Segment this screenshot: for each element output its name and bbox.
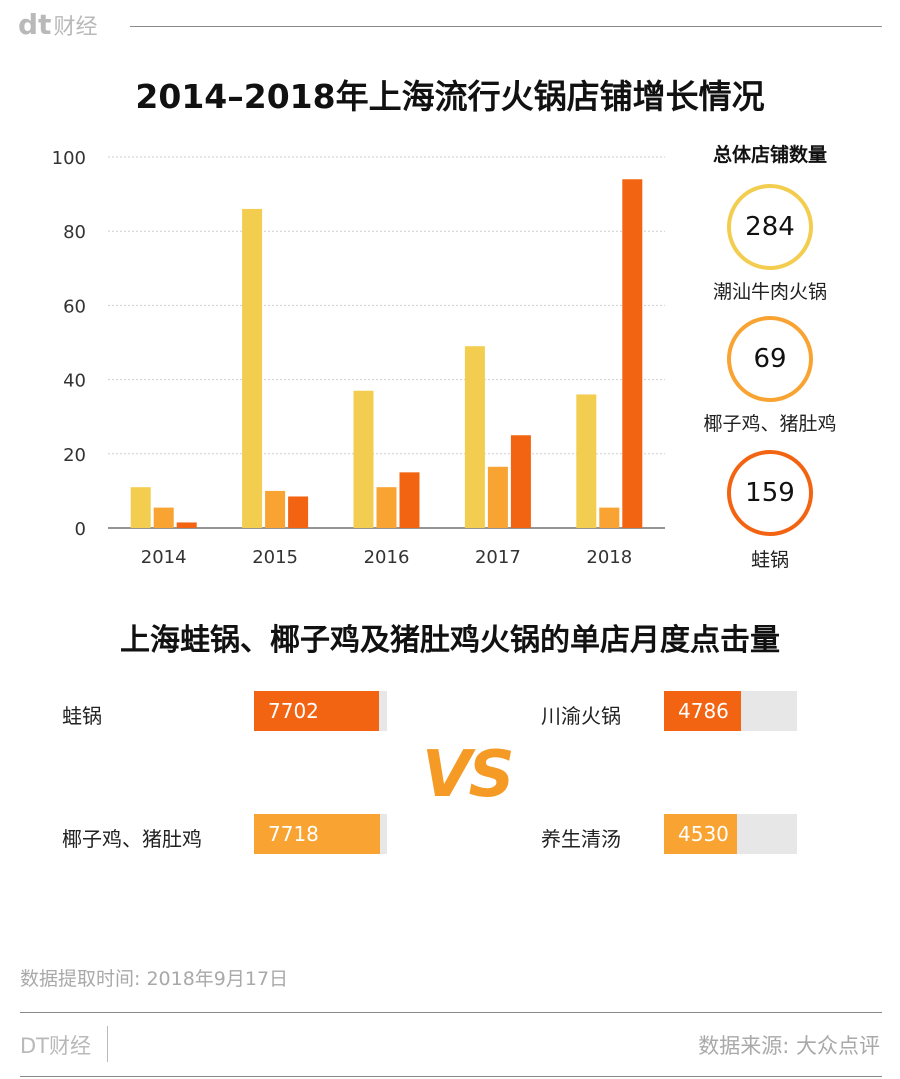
- right-value-clearsoup: 4530: [678, 822, 729, 846]
- bar-2018-series-0: [576, 394, 597, 528]
- left-track-coconut: 7718: [254, 814, 387, 854]
- y-tick-0: 0: [75, 519, 86, 540]
- left-track-frog: 7702: [254, 691, 387, 731]
- chart-title: 2014–2018年上海流行火锅店铺增长情况: [135, 77, 765, 116]
- footer-divider: [20, 1012, 882, 1013]
- x-tick-2014: 2014: [141, 547, 187, 568]
- extraction-date-note: 数据提取时间: 2018年9月17日: [20, 968, 289, 990]
- bar-2015-series-0: [242, 208, 263, 528]
- left-label-coconut: 椰子鸡、猪肚鸡: [62, 827, 202, 851]
- right-bar-sichuan: [664, 691, 742, 731]
- bar-2015-series-2: [288, 496, 309, 528]
- bar-2018-series-2: [622, 179, 643, 528]
- right-bar-clearsoup: [664, 814, 738, 854]
- logo-mark: dt: [18, 8, 52, 41]
- bar-2016-series-0: [353, 390, 374, 528]
- y-tick-40: 40: [63, 371, 86, 392]
- vs-mark: VS: [422, 738, 515, 812]
- data-source: 数据来源: 大众点评: [698, 1034, 880, 1058]
- bar-2017-series-0: [464, 346, 485, 528]
- total-circle-chaoshan: 284: [727, 184, 813, 270]
- bar-2017-series-1: [487, 466, 508, 528]
- bar-2014-series-2: [176, 522, 197, 528]
- right-track-clearsoup: 4530: [664, 814, 797, 854]
- total-circle-frog: 159: [727, 450, 813, 536]
- y-tick-100: 100: [52, 148, 86, 169]
- y-tick-80: 80: [63, 222, 86, 243]
- left-bar-frog: [254, 691, 380, 731]
- total-value-coconut: 69: [753, 344, 787, 374]
- x-tick-2018: 2018: [586, 547, 632, 568]
- bar-2017-series-2: [510, 435, 531, 528]
- bar-2015-series-1: [265, 490, 286, 528]
- total-value-chaoshan: 284: [745, 212, 795, 242]
- bar-2016-series-2: [399, 472, 420, 528]
- bar-2014-series-1: [153, 507, 174, 528]
- logo-text: 财经: [53, 15, 98, 40]
- right-track-sichuan: 4786: [664, 691, 797, 731]
- growth-bar-chart: 0 20 40 60 80 100 2014 2015 2016 2017 2018: [52, 148, 665, 568]
- dt-logo: dt财经: [18, 8, 97, 41]
- header-divider: [130, 26, 882, 27]
- bar-2016-series-1: [376, 487, 397, 528]
- clicks-title: 上海蛙锅、椰子鸡及猪肚鸡火锅的单店月度点击量: [120, 623, 780, 658]
- totals-title: 总体店铺数量: [712, 144, 827, 166]
- x-tick-2016: 2016: [364, 547, 410, 568]
- total-label-chaoshan: 潮汕牛肉火锅: [712, 281, 827, 303]
- total-circle-coconut: 69: [727, 316, 813, 402]
- total-label-frog: 蛙锅: [750, 549, 789, 571]
- left-label-frog: 蛙锅: [62, 704, 102, 728]
- x-tick-2015: 2015: [252, 547, 298, 568]
- bar-2018-series-1: [599, 507, 620, 528]
- y-tick-60: 60: [63, 296, 86, 317]
- footer-brand: DT财经: [20, 1034, 91, 1058]
- left-value-frog: 7702: [268, 699, 319, 723]
- x-tick-2017: 2017: [475, 547, 521, 568]
- bar-2014-series-0: [130, 487, 151, 528]
- left-value-coconut: 7718: [268, 822, 319, 846]
- total-value-frog: 159: [745, 478, 795, 508]
- right-label-clearsoup: 养生清汤: [541, 827, 621, 851]
- total-label-coconut: 椰子鸡、猪肚鸡: [703, 413, 837, 435]
- footer-bottom-divider: [20, 1076, 882, 1077]
- right-value-sichuan: 4786: [678, 699, 729, 723]
- left-bar-coconut: [254, 814, 381, 854]
- y-tick-20: 20: [63, 445, 86, 466]
- right-label-sichuan: 川渝火锅: [541, 704, 621, 728]
- footer-separator: [107, 1026, 108, 1062]
